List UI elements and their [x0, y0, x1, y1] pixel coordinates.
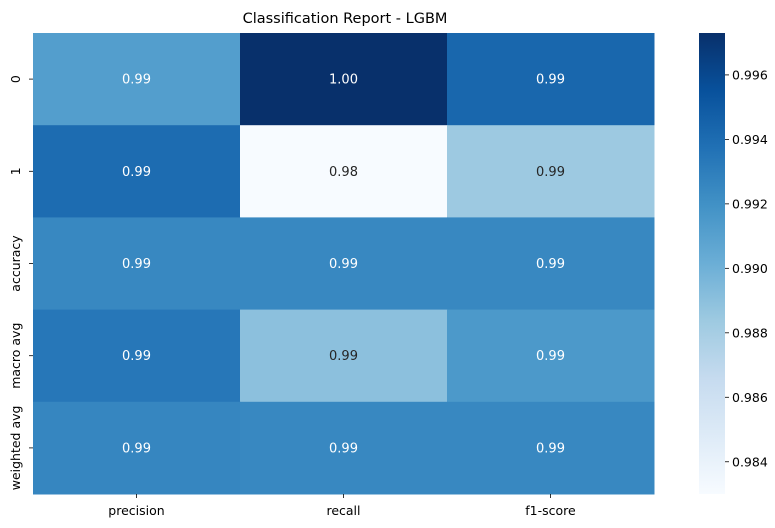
- heatmap-cell: [33, 401, 241, 495]
- cell-value-label: 1.00: [329, 73, 358, 88]
- x-tick-label: recall: [326, 503, 360, 518]
- cell-value-label: 0.99: [536, 349, 565, 364]
- chart-title: Classification Report - LGBM: [243, 11, 448, 27]
- cell-value-label: 0.99: [329, 349, 358, 364]
- cell-value-label: 0.99: [122, 73, 151, 88]
- cell-value-label: 0.99: [122, 257, 151, 272]
- colorbar-tick-label: 0.996: [732, 67, 768, 82]
- y-axis: 0 1 accuracy macro avg weighted avg: [8, 75, 33, 490]
- heatmap-cells: 0.99 1.00 0.99 0.99 0.98 0.99 0.99 0.99 0.99 0.99…: [33, 33, 655, 495]
- y-tick-label: 1: [8, 167, 23, 175]
- cell-value-label: 0.99: [536, 441, 565, 456]
- heatmap-cell: [447, 309, 655, 403]
- y-tick-label: 0: [8, 75, 23, 83]
- cell-value-label: 0.99: [329, 257, 358, 272]
- cell-value-label: 0.99: [536, 257, 565, 272]
- cell-value-label: 0.99: [122, 441, 151, 456]
- heatmap-cell: [33, 33, 241, 126]
- colorbar-axis: 0.984 0.986 0.988 0.990 0.992 0.994 0.996: [725, 67, 768, 469]
- cell-value-label: 0.99: [122, 165, 151, 180]
- y-tick-label: accuracy: [8, 235, 23, 292]
- heatmap-cell: [33, 125, 241, 218]
- x-axis: precision recall f1-score: [108, 494, 576, 518]
- colorbar-tick-label: 0.984: [732, 454, 768, 469]
- heatmap-cell: [240, 309, 448, 403]
- x-tick-label: precision: [108, 503, 164, 518]
- heatmap-cell: [33, 309, 241, 403]
- cell-value-label: 0.99: [329, 441, 358, 456]
- heatmap-cell: [447, 125, 655, 218]
- cell-value-label: 0.98: [329, 165, 358, 180]
- cell-value-label: 0.99: [536, 165, 565, 180]
- y-tick-label: macro avg: [8, 323, 23, 389]
- y-tick-label: weighted avg: [8, 406, 23, 491]
- heatmap-cell: [33, 217, 241, 311]
- colorbar-tick-label: 0.986: [732, 390, 768, 405]
- heatmap-cell: [447, 401, 655, 495]
- cell-value-label: 0.99: [122, 349, 151, 364]
- colorbar-tick-label: 0.994: [732, 132, 768, 147]
- heatmap-cell: [240, 217, 448, 311]
- heatmap-cell: [240, 33, 448, 126]
- heatmap-cell: [447, 33, 655, 126]
- colorbar: [699, 33, 725, 494]
- colorbar-tick-label: 0.992: [732, 196, 768, 211]
- heatmap-cell: [240, 401, 448, 495]
- colorbar-tick-label: 0.990: [732, 261, 768, 276]
- heatmap-cell: [240, 125, 448, 218]
- cell-value-label: 0.99: [536, 73, 565, 88]
- x-tick-label: f1-score: [525, 503, 576, 518]
- colorbar-tick-label: 0.988: [732, 325, 768, 340]
- heatmap-cell: [447, 217, 655, 311]
